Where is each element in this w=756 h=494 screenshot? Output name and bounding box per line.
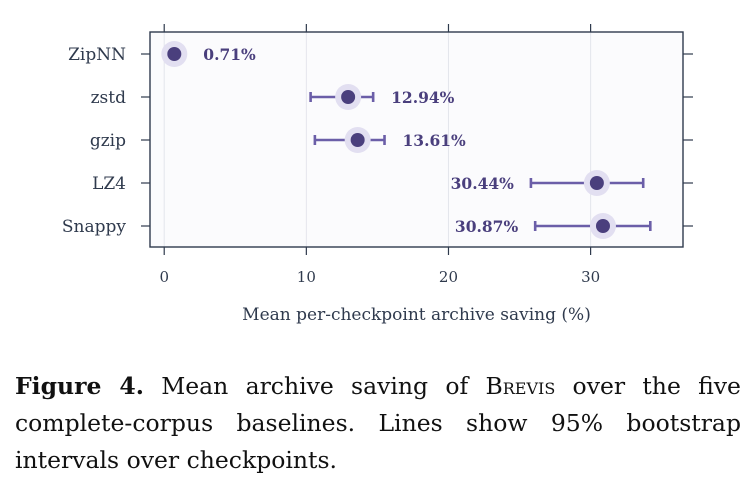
- caption-text-after: over the five complete-corpus baselines.…: [15, 372, 741, 474]
- x-tick-label-0: 0: [159, 268, 169, 286]
- point-zstd: [341, 90, 356, 104]
- x-tick-labels: 0 10 20 30: [159, 268, 600, 286]
- y-tick-label-zipnn: ZipNN: [68, 45, 126, 65]
- figure-caption: Figure 4. Mean archive saving of Brevis …: [15, 368, 741, 479]
- value-label-lz4: 30.44%: [451, 174, 515, 193]
- axis-ticks: [141, 24, 693, 255]
- system-name: Brevis: [485, 372, 556, 400]
- chart: 0.71% 12.94% 13.61% 30.44% 30.87% ZipNN zstd g…: [62, 24, 693, 325]
- y-tick-label-zstd: zstd: [91, 88, 127, 108]
- y-tick-label-snappy: Snappy: [62, 217, 126, 237]
- plot-background: [150, 32, 683, 247]
- point-gzip: [350, 133, 365, 147]
- figure-label: Figure 4.: [15, 372, 144, 400]
- x-tick-label-20: 20: [439, 268, 458, 286]
- value-label-zstd: 12.94%: [391, 88, 455, 107]
- x-axis-label: Mean per-checkpoint archive saving (%): [242, 305, 591, 325]
- grid-lines: [163, 32, 592, 247]
- data-points: [161, 41, 616, 239]
- x-tick-label-10: 10: [297, 268, 316, 286]
- value-label-gzip: 13.61%: [403, 131, 467, 150]
- point-zipnn: [167, 47, 182, 61]
- value-labels: 0.71% 12.94% 13.61% 30.44% 30.87%: [203, 45, 518, 236]
- value-label-snappy: 30.87%: [455, 217, 519, 236]
- caption-text-before: Mean archive saving of: [161, 372, 469, 400]
- y-tick-labels: ZipNN zstd gzip LZ4 Snappy: [62, 45, 126, 237]
- point-lz4: [589, 176, 604, 190]
- y-tick-label-gzip: gzip: [90, 131, 126, 151]
- x-tick-label-30: 30: [581, 268, 600, 286]
- y-tick-label-lz4: LZ4: [92, 174, 126, 194]
- value-label-zipnn: 0.71%: [203, 45, 256, 64]
- point-snappy: [595, 219, 610, 233]
